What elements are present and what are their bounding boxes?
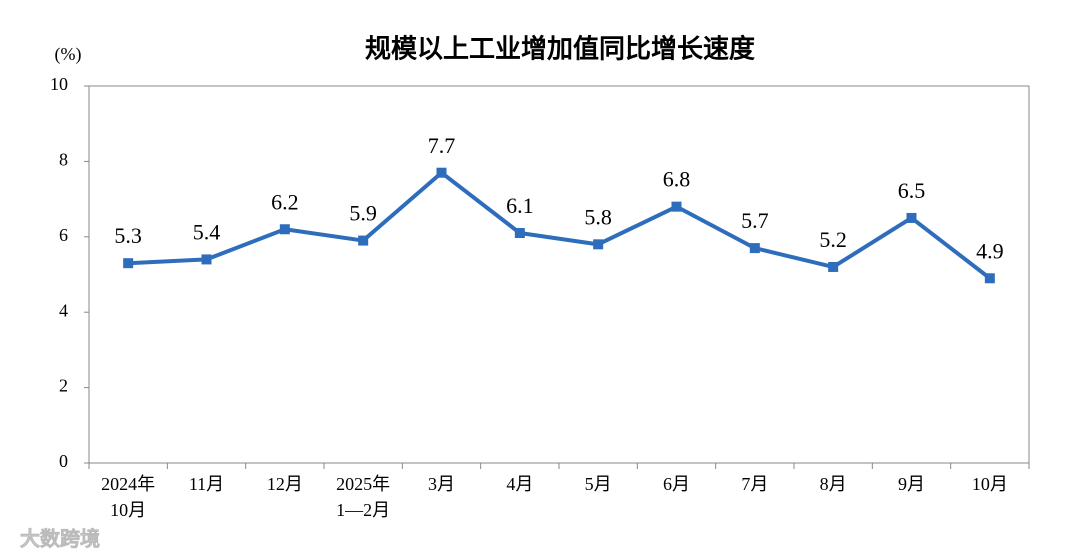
y-tick-label: 6 xyxy=(59,225,68,245)
y-tick-label: 10 xyxy=(50,74,68,94)
data-label: 5.9 xyxy=(349,201,377,226)
data-label: 5.7 xyxy=(741,208,769,233)
x-tick-label: 3月 xyxy=(428,474,455,494)
watermark: 大数跨境 xyxy=(20,527,100,551)
x-tick-label: 9月 xyxy=(898,474,925,494)
data-label: 5.4 xyxy=(193,219,221,244)
marker xyxy=(514,228,525,239)
line xyxy=(128,170,992,280)
data-label: 6.2 xyxy=(271,189,299,214)
marker xyxy=(201,254,212,265)
data-label: 5.8 xyxy=(584,204,612,229)
data-label: 6.8 xyxy=(663,167,691,192)
x-tick-label: 2024年 10月 xyxy=(101,474,155,520)
x-tick-label: 4月 xyxy=(506,474,533,494)
y-tick-label: 8 xyxy=(59,150,68,170)
x-tick-label: 7月 xyxy=(741,474,768,494)
x-tick-label: 5月 xyxy=(585,474,612,494)
data-label: 6.5 xyxy=(898,178,926,203)
data-label: 7.7 xyxy=(428,133,456,158)
x-tick-label: 2025年 1—2月 xyxy=(336,474,390,520)
data-label: 4.9 xyxy=(976,238,1004,263)
marker xyxy=(358,235,369,246)
data-label: 6.1 xyxy=(506,193,534,218)
chart-title: 规模以上工业增加值同比增长速度 xyxy=(365,34,755,65)
marker xyxy=(593,239,604,250)
x-tick-label: 8月 xyxy=(820,474,847,494)
x-tick-label: 6月 xyxy=(663,474,690,494)
y-tick-label: 0 xyxy=(59,451,68,471)
marker xyxy=(828,261,839,272)
marker xyxy=(279,224,290,235)
marker xyxy=(984,273,995,284)
data-label: 5.2 xyxy=(819,227,847,252)
marker xyxy=(749,243,760,254)
marker xyxy=(123,258,134,269)
y-tick-label: 2 xyxy=(59,376,68,396)
data-label: 5.3 xyxy=(114,223,142,248)
marker xyxy=(906,212,917,223)
y-tick-label: 4 xyxy=(59,300,68,320)
y-axis-label: (%) xyxy=(55,44,82,65)
x-tick-label: 11月 xyxy=(189,474,224,494)
x-tick-label: 10月 xyxy=(972,474,1008,494)
marker xyxy=(436,167,447,178)
marker xyxy=(671,201,682,212)
plot-frame xyxy=(88,85,1030,464)
x-tick-label: 12月 xyxy=(267,474,303,494)
